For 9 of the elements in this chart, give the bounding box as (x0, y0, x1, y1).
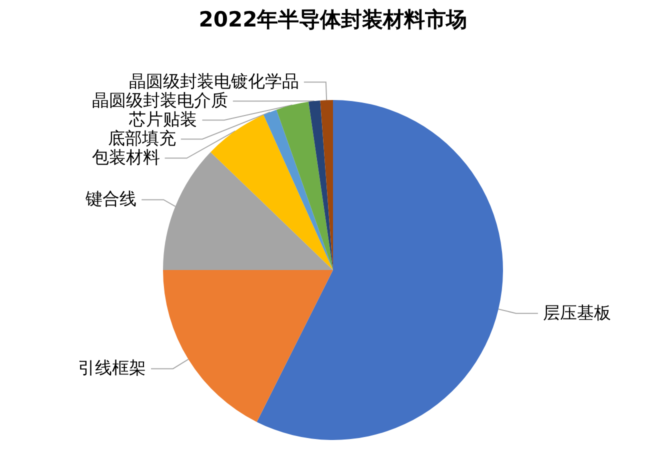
slice-label: 层压基板 (542, 303, 611, 324)
slice-label: 底部填充 (108, 129, 176, 150)
chart-title: 2022年半导体封装材料市场 (198, 8, 468, 32)
slice-label: 晶圆级封装电介质 (92, 91, 228, 112)
slice-label: 引线框架 (78, 358, 146, 379)
slice-label: 芯片贴装 (128, 110, 198, 130)
slice-label: 键合线 (84, 190, 137, 210)
slice-label: 晶圆级封装电镀化学品 (128, 72, 299, 92)
slice-label: 包装材料 (92, 148, 160, 168)
